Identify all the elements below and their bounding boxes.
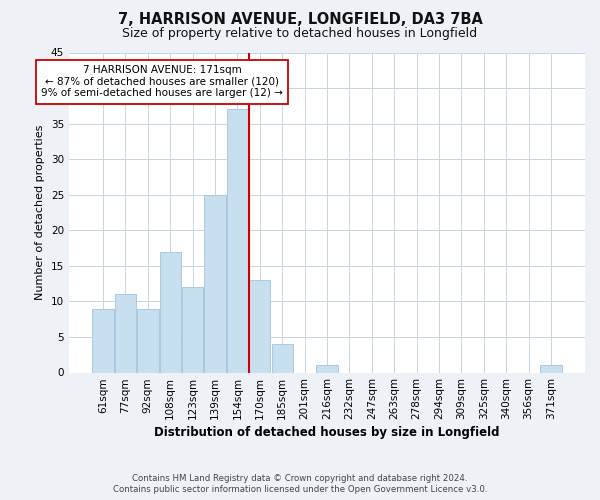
X-axis label: Distribution of detached houses by size in Longfield: Distribution of detached houses by size …: [154, 426, 500, 440]
Bar: [115, 294, 136, 372]
Bar: [540, 366, 562, 372]
Bar: [205, 194, 226, 372]
Text: 7 HARRISON AVENUE: 171sqm
← 87% of detached houses are smaller (120)
9% of semi-: 7 HARRISON AVENUE: 171sqm ← 87% of detac…: [41, 66, 283, 98]
Bar: [160, 252, 181, 372]
Bar: [182, 287, 203, 372]
Bar: [92, 308, 114, 372]
Bar: [316, 366, 338, 372]
Bar: [249, 280, 271, 372]
Bar: [272, 344, 293, 372]
Bar: [137, 308, 158, 372]
Text: 7, HARRISON AVENUE, LONGFIELD, DA3 7BA: 7, HARRISON AVENUE, LONGFIELD, DA3 7BA: [118, 12, 482, 26]
Text: Contains HM Land Registry data © Crown copyright and database right 2024.
Contai: Contains HM Land Registry data © Crown c…: [113, 474, 487, 494]
Y-axis label: Number of detached properties: Number of detached properties: [35, 125, 46, 300]
Text: Size of property relative to detached houses in Longfield: Size of property relative to detached ho…: [122, 28, 478, 40]
Bar: [227, 110, 248, 372]
